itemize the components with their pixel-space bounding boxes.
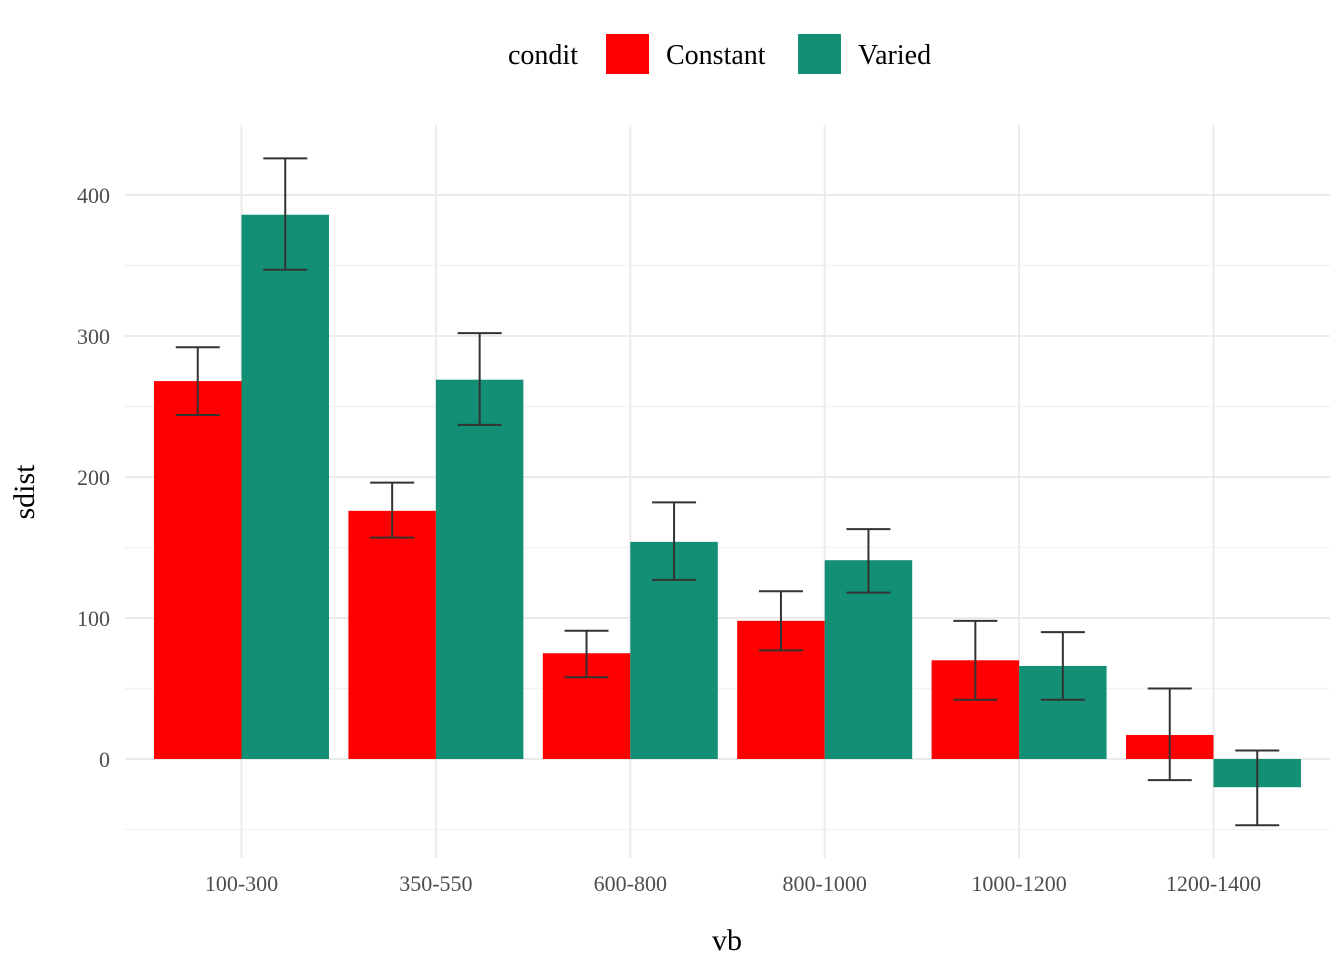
legend-swatch-constant <box>606 34 649 74</box>
legend-title: condit <box>508 40 578 71</box>
x-tick-label: 800-1000 <box>783 871 867 896</box>
x-tick-label: 350-550 <box>399 871 472 896</box>
legend: condit Constant Varied <box>508 34 931 74</box>
y-tick-label: 400 <box>77 183 110 208</box>
x-tick-label: 1200-1400 <box>1166 871 1261 896</box>
y-axis-title: sdist <box>8 464 41 520</box>
legend-label-varied: Varied <box>858 40 931 71</box>
legend-swatch-varied <box>798 34 841 74</box>
legend-label-constant: Constant <box>666 40 766 71</box>
bar-constant <box>348 510 436 759</box>
tick-labels: 0 100 200 300 400 100-300 350-550 600-800 800-10… <box>77 183 1261 896</box>
y-tick-label: 0 <box>99 747 110 772</box>
y-tick-label: 300 <box>77 324 110 349</box>
bar-varied <box>241 214 329 760</box>
x-tick-label: 600-800 <box>594 871 667 896</box>
y-tick-label: 200 <box>77 465 110 490</box>
bars <box>154 214 1301 788</box>
error-bars <box>175 157 1280 827</box>
x-axis-title: vb <box>712 924 742 957</box>
y-tick-label: 100 <box>77 606 110 631</box>
bar-varied <box>435 379 524 759</box>
x-tick-label: 100-300 <box>205 871 278 896</box>
bar-constant <box>154 381 242 759</box>
x-tick-label: 1000-1200 <box>971 871 1066 896</box>
